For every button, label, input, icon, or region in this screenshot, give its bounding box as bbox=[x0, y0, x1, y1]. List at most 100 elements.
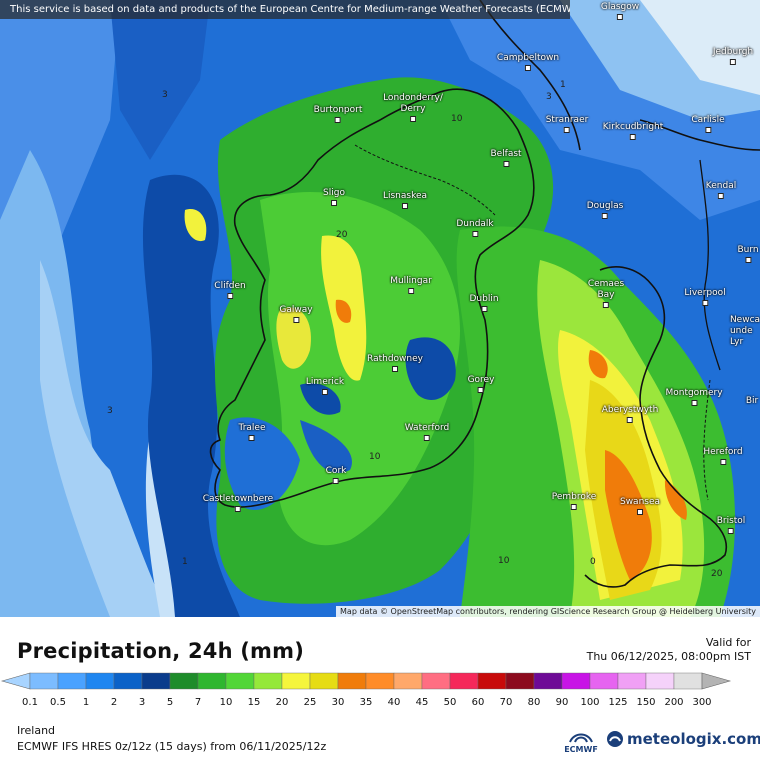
city-douglas[interactable]: Douglas bbox=[586, 201, 624, 219]
color-scale-cell bbox=[673, 672, 703, 690]
city-dot bbox=[481, 306, 487, 312]
city-rathdowney[interactable]: Rathdowney bbox=[367, 354, 423, 372]
city-label: Mullingar bbox=[390, 276, 432, 286]
ecmwf-logo[interactable]: ECMWF bbox=[561, 730, 601, 756]
color-scale-tick-label: 15 bbox=[247, 697, 261, 708]
city-burnley[interactable]: Burn bbox=[737, 245, 759, 263]
city-dublin[interactable]: Dublin bbox=[469, 294, 499, 312]
contour-label: 20 bbox=[711, 569, 723, 579]
color-scale-tick-label: 35 bbox=[359, 697, 373, 708]
color-scale-cell bbox=[197, 672, 227, 690]
city-montgomery[interactable]: Montgomery bbox=[665, 388, 723, 406]
city-burtonport[interactable]: Burtonport bbox=[313, 105, 363, 123]
city-clifden[interactable]: Clifden bbox=[214, 281, 246, 299]
city-dot bbox=[564, 127, 570, 133]
city-dot bbox=[477, 387, 484, 393]
city-label: Galway bbox=[279, 305, 313, 315]
city-kirkcudbright[interactable]: Kirkcudbright bbox=[602, 122, 664, 140]
legend-footer: Precipitation, 24h (mm) Valid for Thu 06… bbox=[0, 617, 760, 760]
city-dot bbox=[331, 200, 337, 206]
city-label: Limerick bbox=[305, 377, 345, 387]
city-cemaes-bay[interactable]: Cemaes Bay bbox=[588, 279, 624, 308]
city-lisnaskea[interactable]: Lisnaskea bbox=[383, 191, 427, 209]
city-waterford[interactable]: Waterford bbox=[404, 423, 450, 441]
city-label: Douglas bbox=[586, 201, 624, 211]
city-dot bbox=[691, 400, 697, 406]
city-stranraer[interactable]: Stranraer bbox=[546, 115, 588, 133]
city-londonderry[interactable]: Londonderry/ Derry bbox=[383, 93, 443, 122]
city-birmingham[interactable]: Bir bbox=[746, 396, 758, 407]
color-scale-tick-label: 7 bbox=[194, 697, 202, 708]
city-campbeltown[interactable]: Campbeltown bbox=[497, 53, 559, 71]
color-scale-tick-label: 150 bbox=[636, 697, 656, 708]
city-label: Pembroke bbox=[551, 492, 597, 502]
city-newcastle-under-lyme[interactable]: Newca unde Lyr bbox=[730, 315, 760, 348]
city-kendal[interactable]: Kendal bbox=[706, 181, 736, 199]
color-scale-tick-label: 0.1 bbox=[22, 697, 38, 708]
city-label: Aberystwyth bbox=[601, 405, 659, 415]
meteologix-brand-label: meteologix.com bbox=[627, 730, 760, 748]
city-sligo[interactable]: Sligo bbox=[323, 188, 345, 206]
precipitation-map[interactable]: This service is based on data and produc… bbox=[0, 0, 760, 617]
color-scale-cell bbox=[85, 672, 115, 690]
city-galway[interactable]: Galway bbox=[279, 305, 313, 323]
city-mullingar[interactable]: Mullingar bbox=[390, 276, 432, 294]
city-dot bbox=[292, 317, 299, 323]
city-tralee[interactable]: Tralee bbox=[238, 423, 266, 441]
color-scale-tick-label: 100 bbox=[580, 697, 600, 708]
map-attribution[interactable]: Map data © OpenStreetMap contributors, r… bbox=[336, 606, 760, 617]
city-label: Carlisle bbox=[691, 115, 725, 125]
city-label: Rathdowney bbox=[367, 354, 423, 364]
color-scale-cell bbox=[589, 672, 619, 690]
color-scale-cell bbox=[141, 672, 171, 690]
city-liverpool[interactable]: Liverpool bbox=[684, 288, 726, 306]
city-label: Clifden bbox=[214, 281, 246, 291]
city-castletownbere[interactable]: Castletownbere bbox=[203, 494, 273, 512]
color-scale-cell bbox=[617, 672, 647, 690]
contour-label: 10 bbox=[451, 114, 463, 124]
color-scale-bar bbox=[0, 672, 732, 690]
city-label: Kirkcudbright bbox=[602, 122, 664, 132]
city-jedburgh[interactable]: Jedburgh bbox=[713, 47, 753, 65]
city-dundalk[interactable]: Dundalk bbox=[456, 219, 494, 237]
ecmwf-disclaimer: This service is based on data and produc… bbox=[0, 0, 570, 19]
city-hereford[interactable]: Hereford bbox=[703, 447, 743, 465]
color-scale-tick-label: 30 bbox=[331, 697, 345, 708]
city-limerick[interactable]: Limerick bbox=[306, 377, 344, 395]
color-scale-cell bbox=[421, 672, 451, 690]
city-dot bbox=[616, 14, 623, 20]
city-aberystwyth[interactable]: Aberystwyth bbox=[601, 405, 659, 423]
model-run-info: ECMWF IFS HRES 0z/12z (15 days) from 06/… bbox=[17, 740, 327, 753]
city-gorey[interactable]: Gorey bbox=[468, 375, 494, 393]
color-scale-arrow-high bbox=[701, 672, 732, 690]
city-label: Tralee bbox=[238, 423, 266, 433]
city-label: Londonderry/ Derry bbox=[383, 93, 443, 114]
city-label: Waterford bbox=[404, 423, 450, 433]
contour-label: 1 bbox=[182, 557, 188, 567]
city-belfast[interactable]: Belfast bbox=[490, 149, 522, 167]
city-dot bbox=[524, 65, 531, 71]
city-dot bbox=[571, 504, 577, 510]
city-carlisle[interactable]: Carlisle bbox=[691, 115, 725, 133]
contour-label: 3 bbox=[107, 406, 113, 416]
city-label: Campbeltown bbox=[496, 53, 560, 63]
city-cork[interactable]: Cork bbox=[326, 466, 346, 484]
city-dot bbox=[322, 389, 328, 395]
contour-label: 20 bbox=[336, 230, 348, 240]
color-scale-cell bbox=[253, 672, 283, 690]
city-dot bbox=[626, 417, 633, 423]
city-bristol[interactable]: Bristol bbox=[717, 516, 745, 534]
color-scale-cell bbox=[533, 672, 563, 690]
color-scale-cell bbox=[645, 672, 675, 690]
city-dot bbox=[423, 435, 430, 441]
city-swansea[interactable]: Swansea bbox=[620, 497, 660, 515]
city-label: Bir bbox=[745, 396, 759, 406]
city-glasgow[interactable]: Glasgow bbox=[601, 2, 639, 20]
city-pembroke[interactable]: Pembroke bbox=[551, 492, 597, 510]
color-scale-tick-label: 60 bbox=[471, 697, 485, 708]
meteologix-brand[interactable]: meteologix.com bbox=[606, 730, 760, 748]
color-scale-tick-label: 90 bbox=[555, 697, 569, 708]
contour-label: 3 bbox=[546, 92, 552, 102]
city-label: Burtonport bbox=[313, 105, 363, 115]
color-scale-tick-label: 50 bbox=[443, 697, 457, 708]
